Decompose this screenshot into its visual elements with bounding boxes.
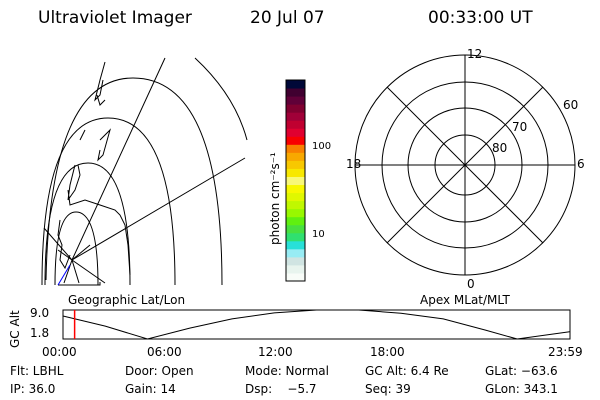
- right-panel-label: Apex MLat/MLT: [420, 293, 510, 307]
- colorbar-label: photon cm⁻²s⁻¹: [268, 152, 282, 245]
- xtick: 06:00: [147, 345, 182, 359]
- status-seq: Seq: 39: [365, 382, 411, 396]
- status-glat: GLat: −63.6: [485, 364, 558, 378]
- colorbar: [285, 79, 306, 282]
- colorbar-band: [286, 208, 305, 218]
- map-border: [58, 282, 101, 286]
- colorbar-band: [286, 88, 305, 97]
- status-ip: IP: 36.0: [10, 382, 56, 396]
- lon-line: [43, 227, 73, 261]
- instrument-title: Ultraviolet Imager: [38, 8, 192, 28]
- status-gain: Gain: 14: [125, 382, 176, 396]
- status-door: Door: Open: [125, 364, 194, 378]
- colorbar-band: [286, 216, 305, 226]
- colorbar-band: [286, 136, 305, 145]
- mlt-label-18: 18: [346, 157, 362, 171]
- colorbar-band: [286, 96, 305, 105]
- date-label: 20 Jul 07: [250, 8, 325, 28]
- colorbar-band: [286, 120, 305, 129]
- mlt-label-6: 6: [577, 157, 585, 171]
- colorbar-band: [286, 256, 305, 266]
- lat-circle: [194, 57, 248, 141]
- lat-circle: [44, 162, 131, 286]
- status-filter: Flt: LBHL: [10, 364, 64, 378]
- lon-line: [71, 259, 106, 284]
- status-mode: Mode: Normal: [245, 364, 329, 378]
- colorbar-band: [286, 176, 305, 186]
- colorbar-band: [286, 200, 305, 210]
- colorbar-tick: 10: [312, 229, 325, 240]
- status-dsp: Dsp: −5.7: [245, 382, 317, 396]
- terminator-segment: [57, 264, 71, 286]
- mlat-label-60: 60: [563, 98, 579, 112]
- colorbar-band: [286, 104, 305, 113]
- mlat-label-80: 80: [492, 141, 508, 155]
- colorbar-band: [286, 248, 305, 258]
- lon-line: [57, 244, 91, 284]
- polar-grid: [354, 54, 576, 276]
- lat-circle: [54, 211, 99, 286]
- colorbar-band: [286, 160, 305, 169]
- lon-line: [71, 157, 246, 261]
- mlt-label-12: 12: [467, 47, 483, 61]
- colorbar-band: [286, 112, 305, 121]
- left-panel-label: Geographic Lat/Lon: [68, 293, 186, 307]
- colorbar-band: [286, 240, 305, 250]
- mlat-label-70: 70: [512, 120, 528, 134]
- lon-line: [71, 57, 166, 261]
- lat-circle: [45, 77, 223, 286]
- colorbar-band: [286, 264, 305, 274]
- ytick: 1.8: [30, 326, 50, 340]
- colorbar-band: [286, 184, 305, 194]
- timeline-ylabel: GC Alt: [8, 310, 22, 348]
- xtick: 23:59: [548, 345, 583, 359]
- colorbar-band: [286, 272, 305, 282]
- ytick: 9.0: [30, 306, 50, 320]
- geographic-map: [41, 57, 248, 286]
- xtick: 00:00: [42, 345, 77, 359]
- altitude-line: [62, 309, 570, 340]
- lat-circle: [41, 117, 176, 286]
- colorbar-band: [286, 128, 305, 137]
- status-glon: GLon: 343.1: [485, 382, 558, 396]
- coastline: [57, 61, 131, 276]
- time-label: 00:33:00 UT: [428, 8, 533, 28]
- colorbar-band: [286, 144, 305, 153]
- colorbar-band: [286, 168, 305, 177]
- altitude-timeline: [62, 309, 571, 340]
- colorbar-frame: [285, 79, 306, 282]
- colorbar-band: [286, 224, 305, 234]
- status-gc-alt: GC Alt: 6.4 Re: [365, 364, 449, 378]
- mlt-label-0: 0: [467, 277, 475, 291]
- xtick: 18:00: [370, 345, 405, 359]
- xtick: 12:00: [258, 345, 293, 359]
- colorbar-tick: 100: [312, 141, 332, 152]
- colorbar-band: [286, 80, 305, 89]
- colorbar-band: [286, 152, 305, 161]
- colorbar-band: [286, 192, 305, 202]
- colorbar-band: [286, 232, 305, 242]
